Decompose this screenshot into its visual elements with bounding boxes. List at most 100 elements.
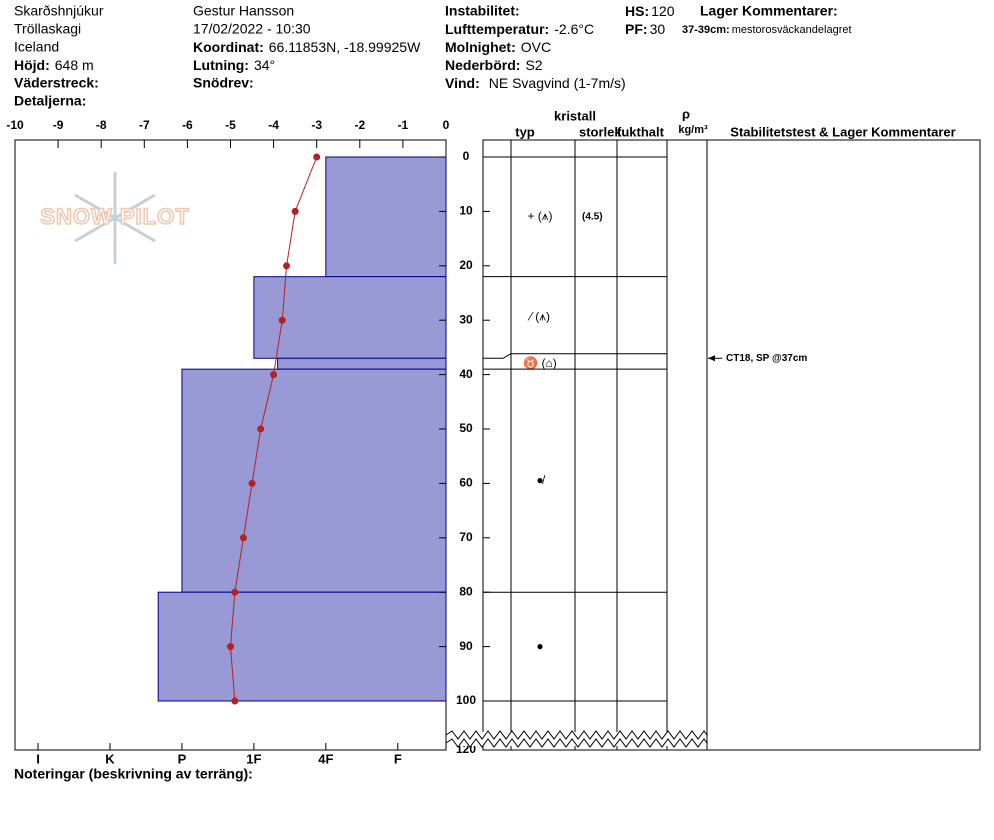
table-frame — [482, 139, 981, 751]
precipitation: Nederbörd: S2 — [445, 57, 543, 73]
label: Lufttemperatur: — [445, 21, 549, 37]
depth-tick-label: 80 — [459, 584, 473, 598]
value: 30 — [650, 21, 666, 37]
depth-tick-label: 90 — [459, 639, 473, 653]
temperature-point — [231, 697, 239, 705]
col-density-symbol: ρ — [682, 106, 690, 121]
header: Skarðshnjúkur Tröllaskagi Iceland Höjd: 6… — [14, 3, 852, 109]
hardness-tick-label: 4F — [318, 751, 333, 766]
details: Detaljerna: — [14, 93, 86, 109]
temperature-point — [231, 588, 239, 596]
hs: HS: 120 — [625, 3, 675, 19]
temp-tick-label: -8 — [96, 118, 107, 132]
value: 34° — [254, 57, 275, 73]
coordinates: Koordinat: 66.11853N, -18.99925W — [193, 39, 421, 55]
depth-tick-label: 30 — [459, 312, 473, 326]
temp-tick-label: -1 — [398, 118, 409, 132]
temperature-point — [227, 643, 234, 651]
slope: Lutning: 34° — [193, 57, 275, 73]
depth-tick-label: 10 — [459, 204, 473, 218]
label: PF: — [625, 21, 648, 37]
break-line — [445, 730, 708, 740]
temperature-point — [239, 534, 247, 542]
temperature-point — [283, 262, 291, 270]
col-size: storlek — [579, 124, 622, 139]
break-line — [445, 738, 708, 748]
temp-tick-label: -6 — [182, 118, 193, 132]
logo-text: SNOW PILOT — [40, 204, 189, 229]
hardness-tick-label: P — [178, 751, 187, 766]
plot: -10 -9 -8 -7 -6 -5 -4 -3 -2 -1 0010203040506070809… — [6, 118, 807, 766]
wind-loading: Snödrev: — [193, 75, 254, 91]
value: S2 — [525, 57, 542, 73]
sky: Molnighet: OVC — [445, 39, 551, 55]
col-crystal: kristall — [554, 108, 596, 123]
hardness-bar — [253, 276, 447, 359]
col-moisture: fukthalt — [617, 124, 665, 139]
hardness-bar — [277, 357, 447, 370]
axis-break — [445, 730, 708, 748]
pf: PF: 30 — [625, 21, 665, 37]
value: 66.11853N, -18.99925W — [269, 39, 421, 55]
snowflake — [74, 172, 156, 264]
temperature-point — [291, 207, 299, 215]
label: HS: — [625, 3, 649, 19]
label: Höjd: — [14, 57, 50, 73]
temp-tick-label: -5 — [225, 118, 236, 132]
col-density-unit: kg/m³ — [678, 124, 708, 136]
hardness-tick-label: F — [394, 751, 402, 766]
value: NE Svagvind (1-7m/s) — [489, 75, 626, 91]
depth-tick-label: 40 — [459, 367, 473, 381]
elevation: Höjd: 648 m — [14, 57, 94, 73]
frames — [14, 139, 981, 751]
value: mestorosväckandelagret — [732, 24, 852, 36]
observer: Gestur Hansson — [193, 3, 294, 19]
value: 120 — [651, 3, 675, 19]
footer: Noteringar (beskrivning av terräng): — [14, 766, 253, 782]
value: 648 m — [55, 57, 94, 73]
hardness-bar — [181, 368, 447, 593]
temperature-point — [278, 316, 286, 324]
label: Molnighet: — [445, 39, 516, 55]
temp-tick-label: 0 — [443, 118, 450, 132]
grain-form: ♉ (⌂) — [523, 356, 557, 370]
value: OVC — [521, 39, 551, 55]
depth-tick-label: 100 — [456, 693, 476, 707]
temp-tick-label: -10 — [6, 118, 24, 132]
depth-tick-label: 20 — [459, 258, 473, 272]
grain-size: (4.5) — [582, 211, 603, 222]
region: Tröllaskagi — [14, 21, 81, 37]
hardness-bar — [325, 156, 447, 278]
col-type: typ — [515, 124, 535, 139]
datetime: 17/02/2022 - 10:30 — [193, 21, 311, 37]
layer-comment: 37-39cm: mestorosväckandelagret — [682, 24, 852, 36]
layer-comments-title: Lager Kommentarer: — [700, 3, 838, 19]
location: Skarðshnjúkur — [14, 3, 104, 19]
label: Vind: — [445, 75, 480, 91]
temperature-point — [270, 371, 278, 379]
air-temperature: Lufttemperatur: -2.6°C — [445, 21, 594, 37]
layer-boundary — [483, 353, 667, 359]
depth-tick-label: 50 — [459, 421, 473, 435]
grain-form: ● — [536, 639, 543, 653]
grain-form: ⁄ (⩚) — [527, 310, 550, 324]
grain-form: + (⩚) — [527, 209, 552, 223]
depth-tick-label: 70 — [459, 530, 473, 544]
column-headers: kristall typ storlek fukthalt ρ kg/m³ St… — [515, 106, 955, 139]
hardness-tick-label: K — [105, 751, 115, 766]
hardness-tick-label: 1F — [246, 751, 261, 766]
col-comments: Stabilitetstest & Lager Kommentarer — [730, 124, 955, 139]
temperature-point — [257, 425, 265, 433]
label: Nederbörd: — [445, 57, 520, 73]
depth-tick-label: 60 — [459, 476, 473, 490]
hardness-tick-label: I — [36, 751, 40, 766]
temp-tick-label: -2 — [354, 118, 365, 132]
label: Lutning: — [193, 57, 249, 73]
temp-tick-label: -4 — [268, 118, 279, 132]
country: Iceland — [14, 39, 59, 55]
stability-label: CT18, SP @37cm — [726, 353, 807, 364]
aspect: Väderstreck: — [14, 75, 99, 91]
logo: SNOW PILOT — [40, 172, 189, 264]
stability-arrowhead — [708, 355, 715, 362]
